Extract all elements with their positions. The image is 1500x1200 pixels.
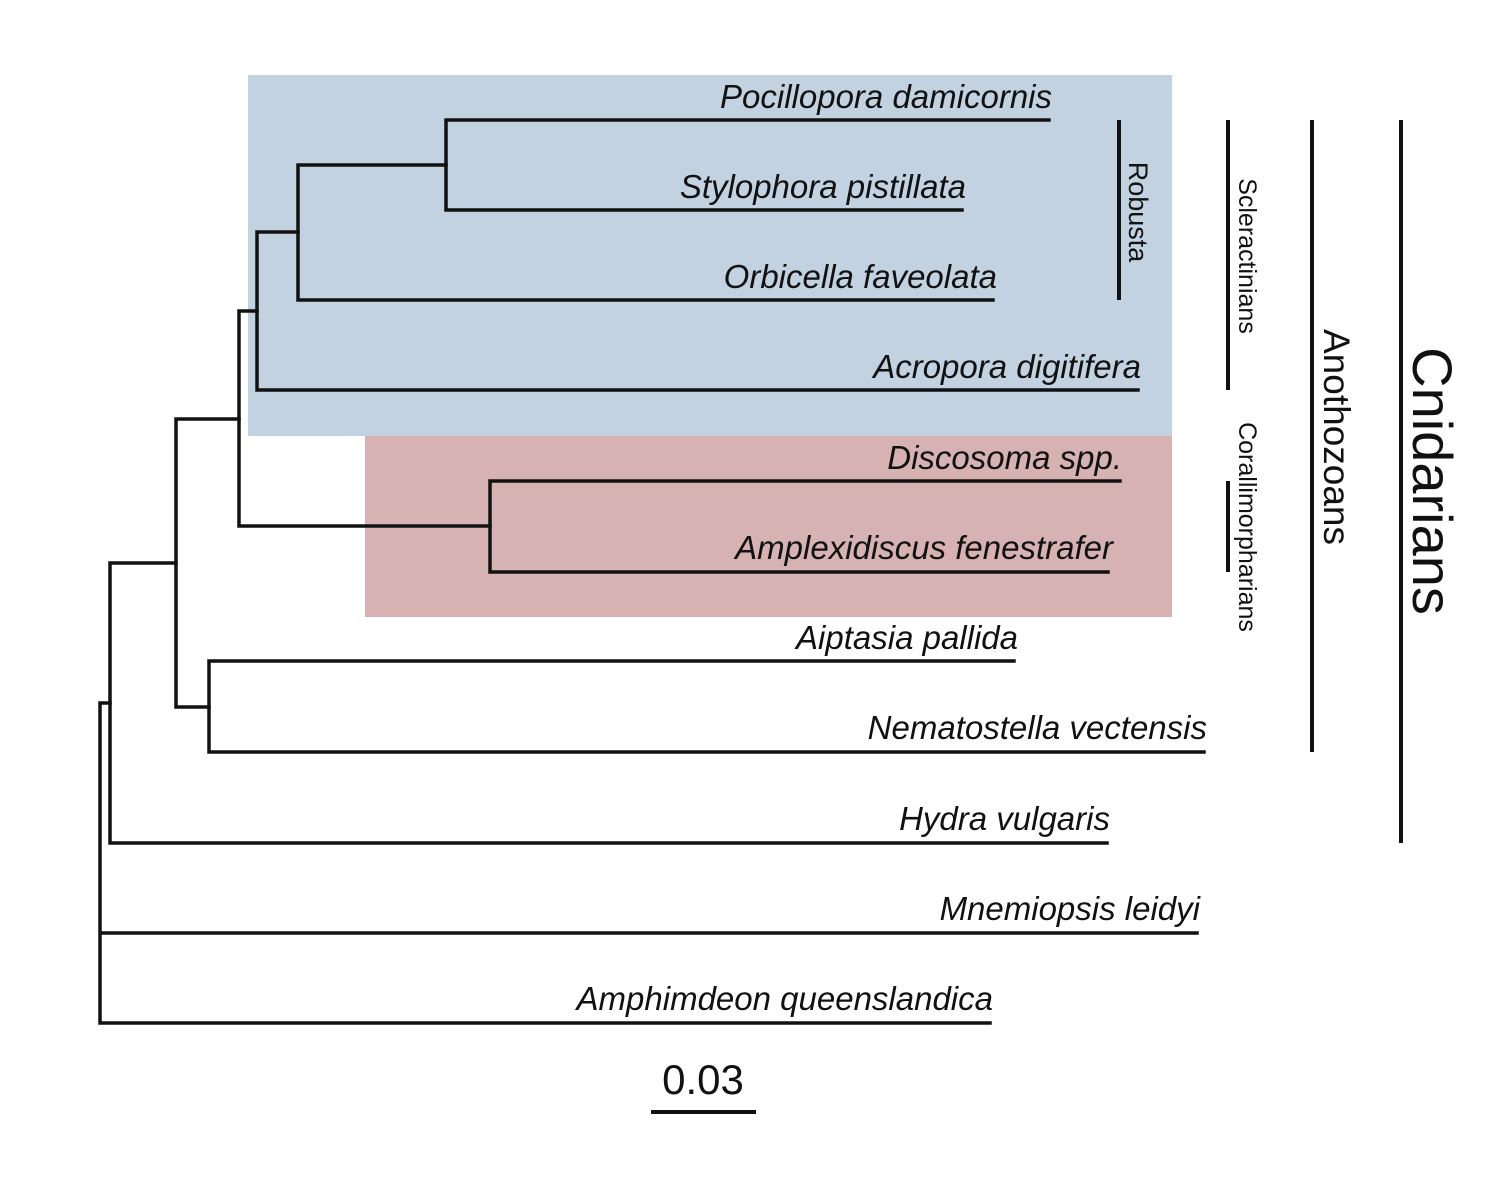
scleractinian-highlight	[248, 75, 1172, 436]
taxon-label-stylophora: Stylophora pistillata	[680, 168, 966, 205]
taxon-label-nematostella: Nematostella vectensis	[868, 709, 1207, 746]
corallimorpharian-highlight	[365, 436, 1172, 617]
coral-crown-branch	[237, 309, 492, 528]
taxon-label-acropora: Acropora digitifera	[871, 348, 1141, 385]
corallimorpharia-branch	[488, 479, 1122, 574]
taxon-label-discosoma: Discosoma spp.	[887, 439, 1122, 476]
anthozoa-branch	[174, 417, 241, 709]
tree-branches	[98, 118, 1206, 1025]
taxon-label-mnemiopsis: Mnemiopsis leidyi	[940, 890, 1202, 927]
clade-brackets	[1117, 120, 1403, 843]
pocilloporid-branch	[444, 118, 1051, 212]
anthozoans-label: Anothozoans	[1316, 329, 1357, 545]
taxon-label-aiptasia: Aiptasia pallida	[794, 619, 1018, 656]
scleractinia-branch	[255, 230, 1140, 392]
actiniaria-branch	[207, 659, 1206, 754]
taxon-label-amplexidiscus: Amplexidiscus fenestrafer	[733, 529, 1115, 566]
root-branch	[98, 701, 1199, 1025]
taxon-label-amphimedon: Amphimdeon queenslandica	[575, 980, 993, 1017]
taxon-label-hydra: Hydra vulgaris	[899, 800, 1110, 837]
scleractinians-label: Scleractinians	[1233, 178, 1261, 334]
taxon-label-pocillopora: Pocillopora damicornis	[720, 78, 1052, 115]
taxon-labels: Pocillopora damicornis Stylophora pistil…	[575, 78, 1207, 1017]
robusta-branch	[296, 163, 995, 302]
robusta-label: Robusta	[1123, 162, 1153, 264]
scale-bar: 0.03	[651, 1056, 756, 1114]
scale-bar-label: 0.03	[662, 1056, 744, 1103]
corallimorpharians-label: Corallimorpharians	[1233, 422, 1261, 632]
cnidarians-label: Cnidarians	[1401, 347, 1464, 615]
cnidaria-branch	[108, 561, 1109, 845]
taxon-label-orbicella: Orbicella faveolata	[724, 258, 997, 295]
clade-labels: Robusta Scleractinians Corallimorpharian…	[1123, 162, 1464, 632]
